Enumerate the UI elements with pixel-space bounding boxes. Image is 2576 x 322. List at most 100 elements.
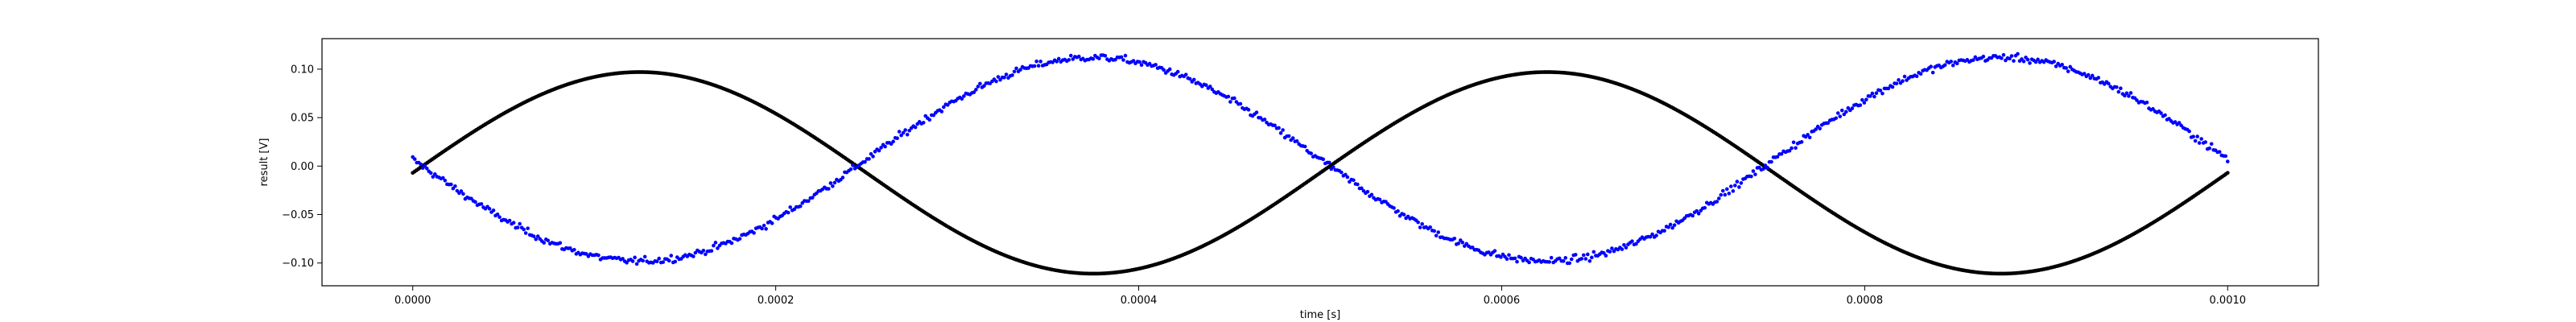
data-point [1345,175,1350,180]
data-point [1204,83,1208,88]
data-point [1791,140,1796,145]
data-point [597,253,601,258]
data-point [1492,249,1497,253]
data-point [630,259,635,263]
data-point [2145,100,2149,105]
data-point [1779,152,1784,156]
data-point [1123,53,1128,58]
x-tick-label: 0.0002 [758,295,795,307]
data-point [1369,192,1374,197]
data-point [1696,212,1701,216]
data-point [1918,72,1923,76]
data-point [867,157,871,161]
data-point [2173,120,2178,124]
data-point [1901,79,1905,83]
data-point [863,159,867,164]
data-point [2119,86,2123,91]
data-point [1662,229,1666,233]
data-point [1838,114,1843,118]
data-point [1737,185,1741,189]
data-point [764,227,768,231]
data-point [2012,59,2016,63]
data-point [2127,94,2131,98]
data-point [634,262,639,266]
data-point [1162,68,1166,72]
data-point [927,118,932,122]
data-point [568,246,572,250]
data-point [491,208,496,213]
x-tick-label: 0.0006 [1484,295,1521,307]
data-point [1396,208,1400,213]
data-point [2128,91,2133,95]
data-point [2064,66,2068,70]
data-point [883,144,887,149]
data-point [871,155,875,159]
data-point [443,178,448,183]
data-point [1228,100,1232,104]
data-point [1672,223,1677,227]
data-point [1055,60,1059,64]
data-point [1262,118,1267,122]
data-point [877,148,881,153]
data-point [1561,259,1566,263]
data-point [661,260,665,264]
data-point [1103,53,1108,58]
data-point [1515,259,1519,264]
data-point [962,94,966,98]
data-point [1309,151,1314,155]
data-point [1573,253,1578,257]
data-point [2028,61,2032,65]
data-point [879,146,883,150]
data-point [1549,255,1554,260]
data-point [1622,242,1626,247]
data-point [788,205,792,209]
data-point [429,171,433,175]
data-point [770,221,774,225]
data-point [1862,101,1867,105]
data-point [976,85,980,89]
data-point [897,130,902,134]
data-point [1246,108,1251,112]
data-point [1527,260,1531,265]
data-point [625,261,629,265]
data-point [1765,165,1769,170]
data-point [994,79,998,84]
data-point [2177,121,2182,125]
data-point [1277,126,1281,130]
data-point [1834,116,1839,121]
data-point [1420,221,1424,226]
data-point [1719,192,1724,197]
data-point [1452,236,1457,241]
data-point [1769,159,1773,164]
series-2 [411,52,2230,266]
data-point [1864,97,1868,102]
data-point [1360,186,1364,191]
y-tick-label: −0.10 [282,258,314,270]
data-point [523,231,528,235]
data-point [673,259,678,264]
data-point [1321,157,1326,162]
data-point [2209,142,2214,147]
data-point [419,162,423,167]
data-point [2203,140,2207,144]
data-point [712,243,716,248]
data-point [1557,256,1562,261]
data-point [810,196,815,200]
data-point [1434,233,1439,238]
data-point [1799,140,1804,144]
data-point [546,238,551,243]
data-point [531,234,536,238]
data-point [473,200,477,204]
data-point [1377,197,1382,202]
data-point [2033,60,2038,64]
data-point [1739,181,1744,185]
data-point [1610,246,1614,250]
data-point [1843,109,1848,114]
data-point [693,250,698,255]
data-point [1850,106,1855,110]
data-point [1591,250,1596,254]
data-point [1729,184,1733,188]
data-point [827,187,831,191]
data-point [848,167,853,171]
data-point [1949,60,1953,64]
